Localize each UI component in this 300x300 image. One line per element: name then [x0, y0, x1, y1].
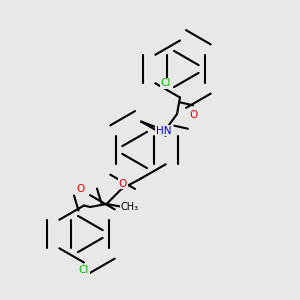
Text: Cl: Cl: [160, 78, 171, 88]
Text: HN: HN: [156, 125, 171, 136]
Text: Cl: Cl: [79, 265, 89, 275]
Text: O: O: [77, 184, 85, 194]
Text: CH₃: CH₃: [121, 202, 139, 212]
Text: O: O: [119, 178, 127, 189]
Text: O: O: [189, 110, 198, 120]
